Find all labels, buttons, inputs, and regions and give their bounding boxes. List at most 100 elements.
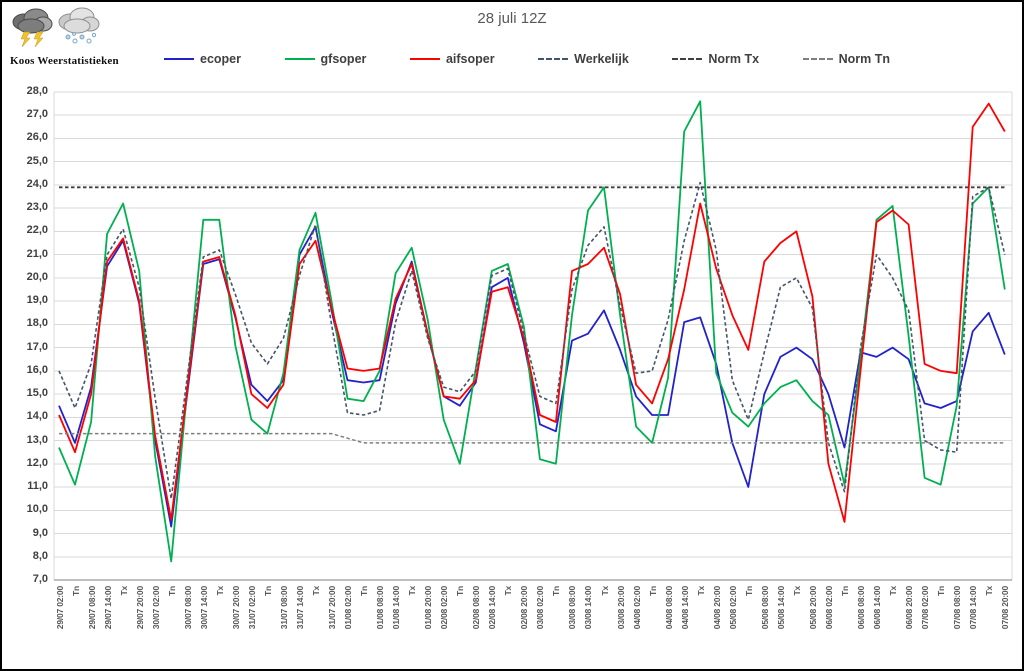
y-tick-label: 27,0 — [26, 108, 48, 121]
x-tick-label: 30/07 02:00 — [150, 586, 161, 630]
x-tick-label: 07/08 20:00 — [1000, 586, 1011, 630]
x-tick-label: Tx — [503, 586, 514, 596]
y-tick-label: 15,0 — [26, 387, 48, 400]
x-tick-label: 30/07 14:00 — [198, 586, 209, 630]
x-tick-label: 01/08 14:00 — [391, 586, 402, 630]
x-tick-label: 06/08 20:00 — [904, 586, 915, 630]
x-tick-label: Tx — [695, 586, 706, 596]
legend-line-sample — [672, 58, 703, 60]
logo: Koos Weerstatistieken — [10, 6, 180, 67]
legend-item-gfsoper: gfsoper — [284, 52, 367, 66]
x-tick-label: 01/08 08:00 — [375, 586, 386, 630]
x-tick-label: 05/08 14:00 — [775, 586, 786, 630]
x-tick-label: Tn — [166, 586, 177, 596]
x-tick-label: 07/08 08:00 — [952, 586, 963, 630]
y-tick-label: 21,0 — [26, 247, 48, 260]
x-tick-label: 30/07 20:00 — [230, 586, 241, 630]
x-tick-label: Tn — [936, 586, 947, 596]
legend-label: Norm Tn — [838, 52, 890, 66]
x-tick-label: 04/08 14:00 — [679, 586, 690, 630]
x-tick-label: 07/08 14:00 — [968, 586, 979, 630]
x-tick-label: Tn — [359, 586, 370, 596]
x-tick-label: 02/08 14:00 — [487, 586, 498, 630]
y-tick-label: 7,0 — [32, 572, 48, 585]
legend-item-norm-tn: Norm Tn — [802, 52, 890, 66]
storm-cloud-icon — [12, 8, 53, 48]
y-tick-label: 28,0 — [26, 85, 48, 97]
x-tick-label: Tx — [984, 586, 995, 596]
x-tick-label: Tn — [455, 586, 466, 596]
legend-item-werkelijk: Werkelijk — [538, 52, 629, 66]
y-tick-label: 11,0 — [27, 480, 48, 493]
x-tick-label: Tn — [839, 586, 850, 596]
y-tick-label: 25,0 — [26, 154, 48, 167]
y-tick-label: 26,0 — [26, 131, 48, 144]
legend-label: Werkelijk — [574, 52, 629, 66]
logo-text: Koos Weerstatistieken — [10, 55, 119, 67]
legend-label: aifsoper — [445, 52, 495, 66]
x-tick-label: 02/08 08:00 — [471, 586, 482, 630]
x-tick-label: 31/07 14:00 — [294, 586, 305, 630]
x-tick-label: Tn — [743, 586, 754, 596]
legend-line-sample — [164, 58, 194, 60]
x-tick-label: 29/07 02:00 — [54, 586, 65, 630]
legend-item-norm-tx: Norm Tx — [672, 52, 759, 66]
legend-line-sample — [802, 58, 833, 60]
legend-line-sample — [409, 58, 440, 60]
legend-line-sample — [538, 58, 569, 60]
x-tick-label: Tx — [599, 586, 610, 596]
x-tick-label: 05/08 08:00 — [759, 586, 770, 630]
x-tick-label: 01/08 02:00 — [343, 586, 354, 630]
legend-label: gfsoper — [320, 52, 367, 66]
legend-item-ecoper: ecoper — [164, 52, 241, 66]
y-tick-label: 19,0 — [26, 294, 48, 307]
snow-cloud-icon — [58, 7, 100, 44]
x-tick-label: 03/08 14:00 — [583, 586, 594, 630]
legend-item-aifsoper: aifsoper — [409, 52, 495, 66]
x-tick-label: Tx — [407, 586, 418, 596]
y-tick-label: 17,0 — [26, 340, 48, 353]
y-tick-label: 16,0 — [26, 363, 48, 376]
logo-weather-icons — [12, 7, 100, 48]
chart-title: 28 juli 12Z — [477, 10, 547, 27]
x-tick-label: Tx — [214, 586, 225, 596]
legend-label: Norm Tx — [708, 52, 760, 66]
x-tick-label: 05/08 02:00 — [727, 586, 738, 630]
y-tick-label: 10,0 — [26, 503, 48, 516]
x-tick-label: 03/08 02:00 — [535, 586, 546, 630]
x-tick-label: 06/08 08:00 — [856, 586, 866, 630]
x-tick-label: Tn — [647, 586, 658, 596]
x-tick-label: 02/08 20:00 — [519, 586, 530, 630]
legend-label: ecoper — [200, 52, 241, 66]
y-tick-label: 20,0 — [26, 270, 48, 283]
x-tick-label: 30/07 08:00 — [182, 586, 193, 630]
y-tick-label: 18,0 — [26, 317, 48, 330]
series-line-norm-tn — [59, 432, 1005, 444]
y-tick-label: 9,0 — [32, 526, 48, 539]
x-tick-label: 06/08 14:00 — [872, 586, 883, 630]
y-tick-label: 14,0 — [26, 410, 48, 423]
x-tick-label: Tn — [262, 586, 273, 596]
x-tick-label: 02/08 02:00 — [439, 586, 450, 630]
x-tick-label: 03/08 08:00 — [567, 586, 578, 630]
y-tick-label: 12,0 — [26, 456, 48, 469]
series-line-werkelijk — [58, 181, 1006, 500]
y-tick-label: 13,0 — [26, 433, 48, 446]
x-tick-label: 31/07 02:00 — [246, 586, 257, 630]
x-tick-label: Tn — [70, 586, 81, 596]
x-tick-label: 01/08 20:00 — [423, 586, 434, 630]
x-tick-label: 31/07 08:00 — [278, 586, 289, 630]
x-tick-label: Tx — [791, 586, 802, 596]
series-line-aifsoper — [58, 102, 1006, 523]
x-tick-label: 29/07 20:00 — [134, 586, 145, 630]
y-tick-label: 8,0 — [32, 549, 48, 562]
chart-legend: ecoper gfsoper aifsoper Werkelijk Norm Tx Nor… — [164, 52, 890, 66]
y-tick-label: 22,0 — [26, 224, 48, 237]
x-tick-label: Tx — [118, 586, 129, 596]
x-tick-label: 31/07 20:00 — [327, 586, 337, 630]
x-tick-label: 07/08 02:00 — [920, 586, 931, 630]
x-tick-label: Tx — [888, 586, 899, 596]
x-tick-label: 29/07 08:00 — [86, 586, 97, 630]
x-tick-label: 04/08 02:00 — [631, 586, 642, 630]
x-tick-label: Tn — [551, 586, 562, 596]
